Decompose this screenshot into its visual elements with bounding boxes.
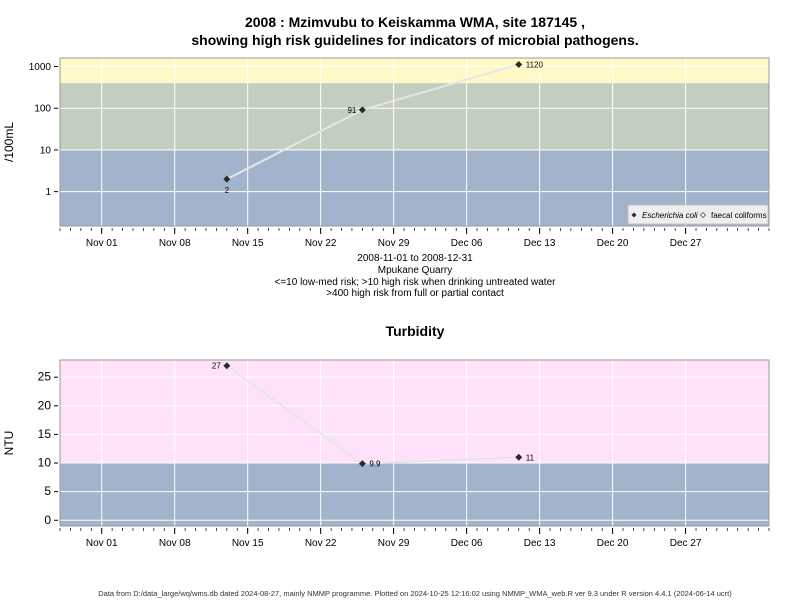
data-point <box>358 460 366 468</box>
footer-note: Data from D:/data_large/wq/wms.db dated … <box>98 589 732 598</box>
y-tick-label: 10 <box>40 145 52 156</box>
data-label: 11 <box>526 453 535 462</box>
legend-marker-faecal <box>700 212 706 218</box>
data-label: 27 <box>212 362 221 371</box>
x-tick-label: Dec 27 <box>670 538 702 549</box>
legend-box <box>627 204 769 225</box>
legend-marker-ecoli <box>631 212 637 218</box>
plot-frame <box>59 57 770 227</box>
date-range-caption: 2008-11-01 to 2008-12-31 <box>357 253 473 264</box>
data-label: 91 <box>347 106 356 115</box>
x-tick-label: Dec 27 <box>670 238 702 249</box>
risk-band-1 <box>60 463 769 526</box>
x-tick-label: Nov 29 <box>378 238 410 249</box>
y-axis-label: NTU <box>2 431 16 456</box>
legend-label-ecoli: Escherichia coli <box>642 211 698 220</box>
guideline-caption-1: <=10 low-med risk; >10 high risk when dr… <box>274 277 556 288</box>
x-tick-label: Nov 01 <box>86 538 118 549</box>
x-tick-label: Nov 29 <box>378 538 410 549</box>
risk-band-2 <box>60 83 769 150</box>
y-tick-label: 1000 <box>29 62 52 73</box>
x-tick-label: Nov 15 <box>232 238 264 249</box>
data-point <box>515 60 523 68</box>
x-tick-label: Nov 22 <box>305 238 337 249</box>
x-tick-label: Nov 01 <box>86 238 118 249</box>
y-tick-label: 20 <box>38 398 52 412</box>
data-label: 2 <box>225 186 230 195</box>
risk-band-3 <box>60 58 769 84</box>
data-point <box>223 362 231 370</box>
y-axis-label: /100mL <box>2 122 16 162</box>
data-label: 9.9 <box>369 460 381 469</box>
y-tick-label: 15 <box>38 427 52 441</box>
site-name-caption: Mpukane Quarry <box>377 265 453 276</box>
y-tick-label: 5 <box>44 484 51 498</box>
x-tick-label: Nov 15 <box>232 538 264 549</box>
plot-frame <box>59 359 770 527</box>
y-tick-label: 10 <box>38 456 52 470</box>
data-label: 1120 <box>526 60 544 69</box>
data-point <box>515 453 523 461</box>
y-tick-label: 25 <box>38 370 52 384</box>
risk-band-2 <box>60 360 769 464</box>
chart-panel-1: Nov 01 Nov 08 Nov 15 Nov 22 Nov 29 Dec 06 Dec … <box>2 57 770 249</box>
x-tick-label: Dec 06 <box>451 238 483 249</box>
data-point <box>223 175 231 183</box>
x-tick-label: Dec 13 <box>524 238 556 249</box>
legend: Escherichia coli faecal coliforms <box>627 204 769 225</box>
y-tick-label: 100 <box>34 104 51 115</box>
x-tick-label: Nov 08 <box>159 238 191 249</box>
chart-panel-2: Nov 01 Nov 08 Nov 15 Nov 22 Nov 29 Dec 06 Dec … <box>2 359 770 549</box>
y-tick-label: 1 <box>45 187 51 198</box>
x-tick-label: Dec 06 <box>451 538 483 549</box>
data-point <box>358 106 366 114</box>
y-tick-label: 0 <box>44 513 51 527</box>
guideline-caption-2: >400 high risk from full or partial cont… <box>326 288 504 299</box>
turbidity-chart-title: Turbidity <box>385 323 445 339</box>
legend-label-faecal: faecal coliforms <box>711 211 767 220</box>
x-tick-label: Dec 13 <box>524 538 556 549</box>
chart-title-line-1: 2008 : Mzimvubu to Keiskamma WMA, site 1… <box>244 14 585 30</box>
x-tick-label: Dec 20 <box>597 238 629 249</box>
chart-title-line-2: showing high risk guidelines for indicat… <box>191 32 639 48</box>
x-tick-label: Nov 22 <box>305 538 337 549</box>
x-tick-label: Nov 08 <box>159 538 191 549</box>
x-tick-label: Dec 20 <box>597 538 629 549</box>
